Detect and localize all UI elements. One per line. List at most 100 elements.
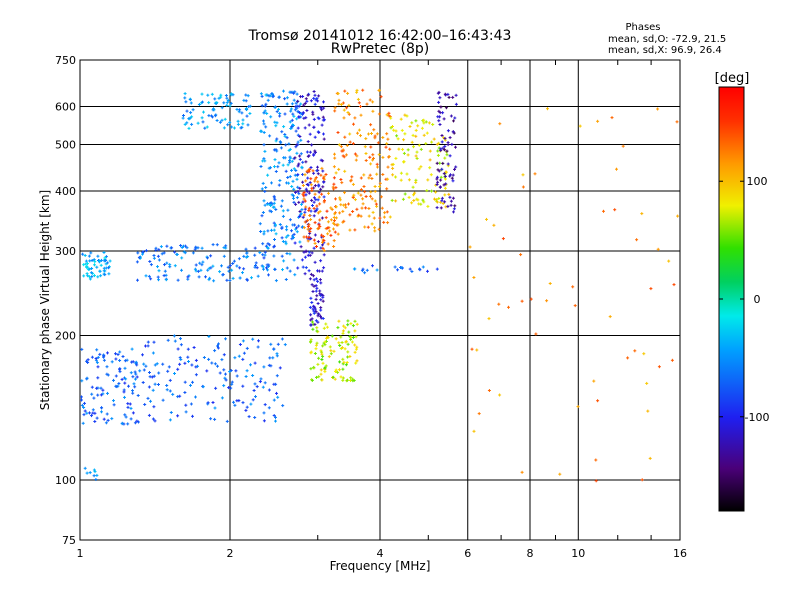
data-point <box>195 245 197 249</box>
data-point <box>378 227 380 231</box>
data-point <box>122 355 124 358</box>
data-point <box>372 264 373 268</box>
data-point <box>287 234 289 238</box>
data-point <box>216 101 218 104</box>
data-point <box>229 264 231 268</box>
data-point <box>124 395 125 399</box>
data-point <box>289 160 291 164</box>
data-point <box>94 260 96 264</box>
data-point <box>372 210 374 214</box>
data-point <box>130 371 132 375</box>
data-point <box>350 322 352 326</box>
data-point <box>275 415 276 419</box>
data-point <box>243 254 245 258</box>
data-point <box>445 205 447 209</box>
data-point <box>144 403 146 406</box>
data-point <box>416 150 418 154</box>
data-point <box>157 275 159 279</box>
data-point <box>435 183 437 187</box>
data-point <box>346 106 348 110</box>
y-tick-label: 75 <box>62 534 76 547</box>
data-point <box>266 266 267 270</box>
colorbar-tick-label: 0 <box>754 293 761 306</box>
data-point <box>451 142 453 146</box>
data-point <box>240 126 242 130</box>
data-point <box>155 248 157 252</box>
data-point <box>450 203 452 207</box>
data-point <box>302 112 303 116</box>
data-point <box>315 347 317 351</box>
data-point <box>181 268 182 272</box>
data-point <box>274 198 276 202</box>
data-point <box>124 366 126 370</box>
data-point <box>263 256 265 260</box>
data-point <box>322 299 324 303</box>
data-point <box>223 126 225 130</box>
data-point <box>132 411 134 415</box>
data-point <box>143 362 145 366</box>
data-point <box>157 254 159 258</box>
data-point <box>428 121 430 125</box>
data-point <box>222 273 224 277</box>
data-point <box>151 375 153 379</box>
data-point <box>273 347 275 351</box>
data-point <box>368 176 370 180</box>
data-point <box>285 278 287 281</box>
data-point <box>230 369 232 372</box>
data-point <box>292 90 294 94</box>
data-point <box>103 259 105 263</box>
x-axis-label: Frequency [MHz] <box>330 559 431 573</box>
data-point <box>95 358 97 362</box>
data-point <box>195 365 197 369</box>
data-point <box>440 147 442 151</box>
data-point <box>113 378 114 382</box>
y-tick-label: 300 <box>55 245 76 258</box>
data-point <box>131 360 133 364</box>
data-point <box>345 205 347 209</box>
data-point <box>317 279 319 283</box>
data-point <box>267 173 269 177</box>
data-point <box>453 119 454 123</box>
data-point <box>258 339 259 343</box>
data-point <box>376 268 378 272</box>
data-point <box>597 119 599 123</box>
data-point <box>269 243 271 247</box>
data-point <box>262 265 264 269</box>
data-point <box>392 173 394 177</box>
data-point <box>641 478 643 482</box>
data-point <box>81 398 82 402</box>
data-point <box>108 272 110 276</box>
data-point <box>329 229 331 233</box>
data-point <box>271 181 272 185</box>
data-point <box>313 284 315 288</box>
data-point <box>186 109 188 113</box>
data-point <box>166 261 168 265</box>
data-point <box>153 405 155 409</box>
data-point <box>395 129 397 133</box>
data-point <box>308 206 310 210</box>
data-point <box>134 421 136 425</box>
data-point <box>165 278 167 282</box>
data-point <box>277 165 279 169</box>
data-point <box>136 260 138 264</box>
data-point <box>202 120 204 124</box>
data-point <box>318 226 320 230</box>
data-point <box>344 326 346 330</box>
data-point <box>170 411 172 414</box>
data-point <box>676 120 678 124</box>
data-point <box>201 263 203 267</box>
data-point <box>177 367 179 371</box>
data-point <box>261 214 263 218</box>
data-point <box>345 363 347 367</box>
data-point <box>268 406 270 410</box>
data-point <box>350 335 352 339</box>
data-point <box>312 274 314 278</box>
data-point <box>264 109 266 113</box>
data-point <box>449 154 451 158</box>
data-point <box>445 182 447 186</box>
data-point <box>322 317 324 320</box>
data-point <box>445 106 447 110</box>
data-point <box>338 167 340 171</box>
data-point <box>335 370 336 373</box>
data-point <box>368 214 370 218</box>
